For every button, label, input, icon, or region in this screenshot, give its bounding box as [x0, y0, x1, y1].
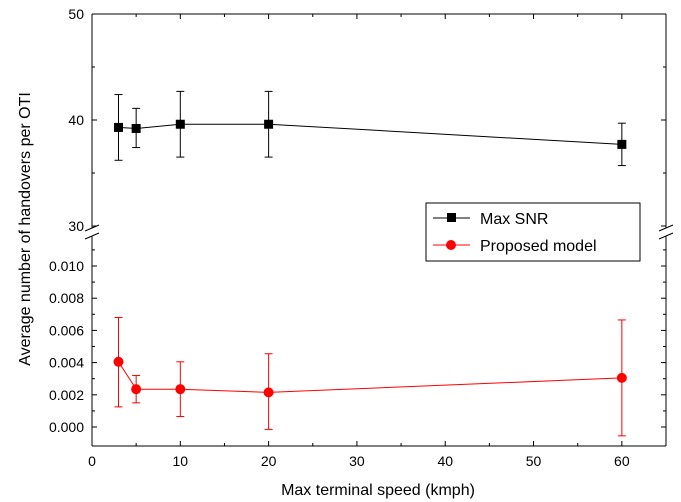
data-point-max-snr [131, 123, 141, 133]
data-point-proposed-model [131, 384, 142, 395]
x-axis-title: Max terminal speed (kmph) [281, 482, 475, 499]
y-tick-label-lower: 0.010 [49, 258, 84, 274]
data-point-proposed-model [175, 384, 186, 395]
data-point-max-snr [113, 122, 123, 132]
legend-label-max-snr: Max SNR [480, 211, 548, 228]
series-layer [113, 90, 627, 437]
x-axis: 0 10 20 30 40 50 60 [88, 14, 630, 469]
legend-marker-proposed-model [446, 240, 456, 250]
data-point-proposed-model [113, 356, 124, 367]
x-tick-label: 30 [349, 453, 365, 469]
y-axis-upper: 30 40 50 [68, 6, 666, 234]
y-tick-label-lower: 0.002 [49, 387, 84, 403]
y-tick-label-lower: 0.006 [49, 322, 84, 338]
break-mark-right-1 [658, 224, 674, 232]
break-mark-left-2 [84, 232, 100, 240]
break-mark-right-2 [658, 232, 674, 240]
series-proposed-model [113, 317, 627, 437]
data-point-proposed-model [263, 387, 274, 398]
x-tick-label: 0 [88, 453, 96, 469]
data-point-max-snr [264, 119, 274, 129]
series-max-snr [113, 90, 627, 167]
data-point-max-snr [617, 139, 627, 149]
legend-box [425, 202, 641, 262]
legend-marker-max-snr [447, 213, 456, 222]
legend: Max SNR Proposed model [425, 202, 641, 262]
y-tick-label-lower: 0.004 [49, 355, 84, 371]
y-axis-lower: 0.000 0.002 0.004 0.006 0.008 0.010 [49, 249, 666, 435]
x-tick-label: 60 [614, 453, 630, 469]
x-tick-label: 40 [437, 453, 453, 469]
plot-frame [91, 13, 667, 447]
legend-entry-proposed-model: Proposed model [433, 238, 597, 255]
data-point-max-snr [175, 119, 185, 129]
x-tick-label: 50 [526, 453, 542, 469]
y-tick-label-upper: 40 [68, 112, 84, 128]
y-tick-label-upper: 30 [68, 218, 84, 234]
legend-label-proposed-model: Proposed model [480, 238, 597, 255]
x-tick-label: 10 [173, 453, 189, 469]
x-tick-label: 20 [261, 453, 277, 469]
series-line-max-snr [118, 123, 622, 145]
y-tick-label-lower: 0.000 [49, 419, 84, 435]
y-tick-label-lower: 0.008 [49, 290, 84, 306]
legend-entry-max-snr: Max SNR [433, 211, 548, 228]
data-point-proposed-model [616, 372, 627, 383]
y-tick-label-upper: 50 [68, 6, 84, 22]
y-axis-title: Average number of handovers per OTI [17, 92, 34, 366]
series-line-proposed-model [118, 361, 622, 393]
